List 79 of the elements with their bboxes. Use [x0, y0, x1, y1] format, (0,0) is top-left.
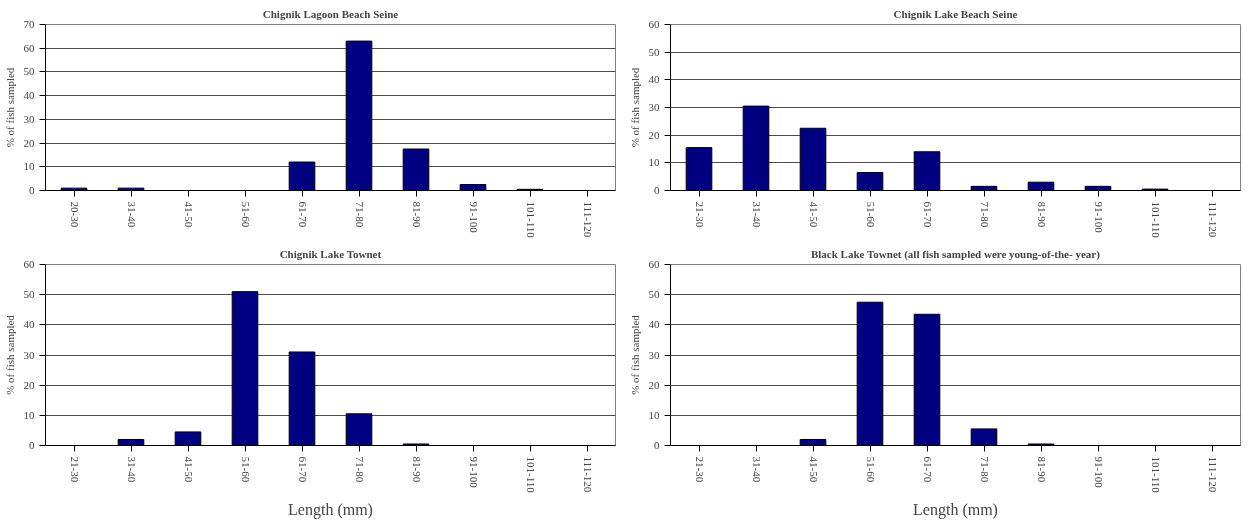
x-tick-label: 81-90: [1035, 201, 1048, 228]
chart-title: Chignik Lake Townet: [279, 247, 382, 260]
x-tick-label: 71-80: [978, 201, 991, 228]
y-tick-label: 10: [23, 408, 35, 421]
y-tick-label: 50: [648, 288, 660, 301]
x-tick-label: 21-30: [68, 456, 81, 483]
x-tick-label: 41-50: [182, 456, 195, 483]
y-tick-label: 20: [648, 378, 660, 391]
x-tick-label: 71-80: [978, 456, 991, 483]
y-axis-title: % of fish sampled: [628, 67, 641, 148]
x-tick-label: 101-110: [1149, 456, 1162, 494]
y-axis-title: % of fish sampled: [3, 67, 16, 148]
y-tick-label: 20: [23, 136, 35, 149]
x-tick-label: 91-100: [467, 201, 480, 234]
x-tick-label: 20-30: [68, 201, 81, 228]
x-tick-label: 111-120: [1206, 201, 1219, 238]
x-tick-label: 51-60: [864, 201, 877, 228]
x-tick-label: 81-90: [1035, 456, 1048, 483]
chart-title: Chignik Lagoon Beach Seine: [262, 7, 399, 20]
x-tick-label: 111-120: [581, 456, 594, 493]
x-tick-label: 111-120: [1206, 456, 1219, 493]
x-tick-label: 101-110: [524, 201, 537, 239]
y-tick-label: 0: [29, 439, 35, 451]
x-tick-label: 71-80: [353, 201, 366, 228]
x-tick-label: 21-30: [693, 456, 706, 483]
x-tick-label: 61-70: [921, 201, 934, 228]
y-tick-label: 0: [654, 184, 660, 196]
y-tick-label: 50: [23, 65, 35, 78]
x-tick-label: 41-50: [807, 201, 820, 228]
y-tick-label: 40: [648, 318, 660, 331]
x-tick-label: 41-50: [807, 456, 820, 483]
y-tick-label: 0: [654, 439, 660, 451]
x-tick-label: 101-110: [524, 456, 537, 494]
y-tick-label: 60: [23, 41, 35, 54]
x-tick-label: 61-70: [296, 201, 309, 228]
chart-title: Black Lake Townet (all fish sampled were young-of-the- year): [810, 247, 1101, 261]
x-tick-label: 71-80: [353, 456, 366, 483]
y-axis-title: % of fish sampled: [3, 314, 16, 395]
y-tick-label: 30: [23, 348, 35, 361]
y-tick-label: 20: [23, 378, 35, 391]
x-tick-label: 51-60: [864, 456, 877, 483]
y-tick-label: 60: [23, 258, 35, 270]
y-axis-title: % of fish sampled: [628, 314, 641, 395]
y-tick-label: 30: [648, 101, 660, 113]
y-tick-label: 40: [23, 89, 35, 102]
y-tick-label: 10: [23, 160, 35, 173]
x-tick-label: 31-40: [750, 456, 763, 483]
y-tick-label: 70: [23, 18, 35, 30]
x-axis-title: Length (mm): [913, 500, 998, 519]
x-tick-label: 31-40: [750, 201, 763, 228]
y-tick-label: 10: [648, 408, 660, 421]
x-tick-label: 61-70: [296, 456, 309, 483]
x-tick-label: 21-30: [693, 201, 706, 228]
y-tick-label: 20: [648, 128, 660, 141]
x-tick-label: 81-90: [410, 201, 423, 228]
y-tick-label: 60: [648, 18, 660, 30]
y-tick-label: 50: [23, 288, 35, 301]
x-tick-label: 91-100: [1092, 456, 1105, 489]
y-tick-label: 40: [648, 73, 660, 86]
x-axis-title: Length (mm): [288, 500, 373, 519]
chart-title: Chignik Lake Beach Seine: [893, 7, 1018, 20]
x-tick-label: 31-40: [125, 456, 138, 483]
y-tick-label: 30: [23, 112, 35, 125]
y-tick-label: 60: [648, 258, 660, 270]
x-tick-label: 41-50: [182, 201, 195, 228]
x-tick-label: 101-110: [1149, 201, 1162, 239]
x-tick-label: 61-70: [921, 456, 934, 483]
x-tick-label: 91-100: [1092, 201, 1105, 234]
x-tick-label: 91-100: [467, 456, 480, 489]
x-tick-label: 31-40: [125, 201, 138, 228]
y-tick-label: 10: [648, 156, 660, 169]
y-tick-label: 40: [23, 318, 35, 331]
y-tick-label: 30: [648, 348, 660, 361]
x-tick-label: 111-120: [581, 201, 594, 238]
y-tick-label: 0: [29, 184, 35, 196]
x-tick-label: 51-60: [239, 201, 252, 228]
y-tick-label: 50: [648, 45, 660, 58]
x-tick-label: 81-90: [410, 456, 423, 483]
x-tick-label: 51-60: [239, 456, 252, 483]
